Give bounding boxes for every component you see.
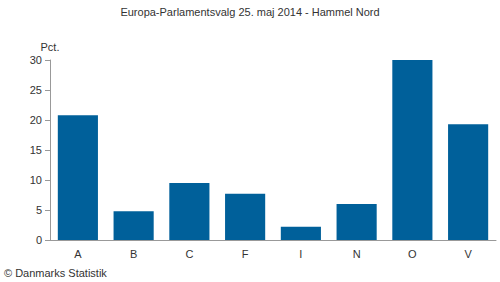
svg-text:Pct.: Pct.: [41, 41, 60, 53]
svg-text:15: 15: [30, 144, 42, 156]
svg-text:B: B: [130, 248, 137, 260]
svg-text:10: 10: [30, 174, 42, 186]
svg-text:A: A: [74, 248, 82, 260]
svg-text:V: V: [464, 248, 472, 260]
svg-text:Europa-Parlamentsvalg 25. maj: Europa-Parlamentsvalg 25. maj 2014 - Ham…: [120, 6, 379, 18]
svg-text:F: F: [242, 248, 249, 260]
svg-text:C: C: [185, 248, 193, 260]
svg-text:N: N: [353, 248, 361, 260]
svg-text:0: 0: [36, 234, 42, 246]
svg-text:O: O: [408, 248, 417, 260]
svg-text:20: 20: [30, 114, 42, 126]
svg-text:25: 25: [30, 84, 42, 96]
svg-text:30: 30: [30, 54, 42, 66]
svg-text:I: I: [299, 248, 302, 260]
svg-text:5: 5: [36, 204, 42, 216]
svg-text:© Danmarks Statistik: © Danmarks Statistik: [4, 267, 107, 279]
